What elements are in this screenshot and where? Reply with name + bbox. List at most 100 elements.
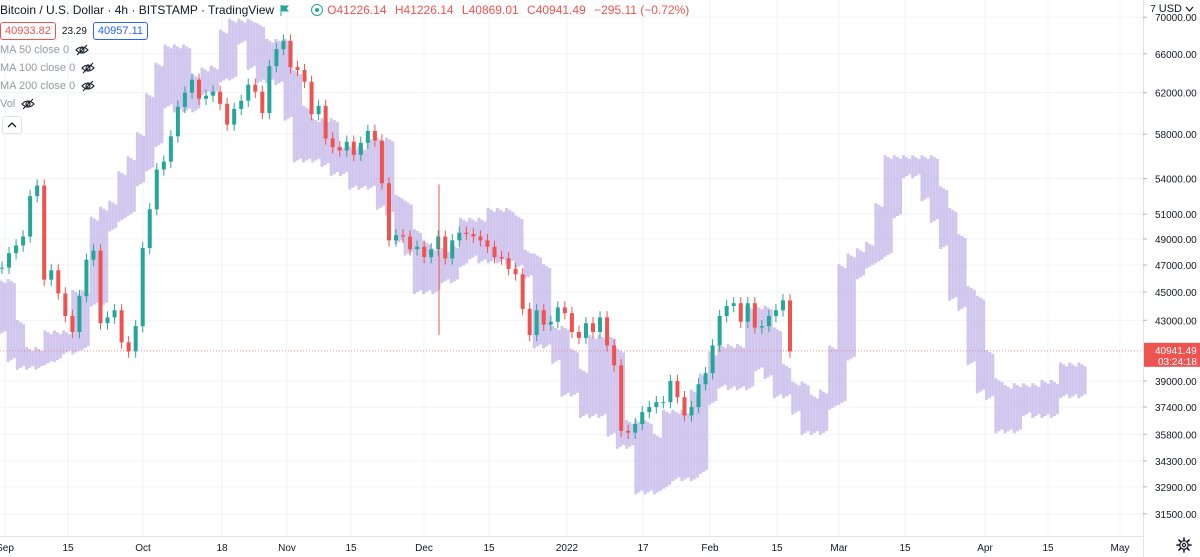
candle-body: [401, 235, 406, 237]
candle-body: [246, 84, 251, 101]
time-tick-label: Dec: [415, 543, 433, 554]
candle-body: [211, 91, 216, 96]
price-tick-label: 43000.00: [1155, 316, 1197, 327]
last-price-label: 40941.49: [1155, 346, 1197, 357]
time-tick-label: 18: [216, 543, 228, 554]
candle-body: [372, 130, 377, 141]
price-tick-label: 37400.00: [1155, 403, 1197, 414]
ohlc-change: −295.11 (−0.72%): [594, 3, 690, 17]
time-tick-label: 15: [345, 543, 357, 554]
candle-body: [773, 310, 778, 316]
time-tick-label: Apr: [977, 543, 993, 554]
candle-body: [731, 303, 736, 307]
flag-icon[interactable]: [280, 4, 290, 16]
indicator-ma100[interactable]: MA 100 close 0: [0, 62, 95, 74]
time-tick-label: 17: [637, 543, 649, 554]
candle-body: [35, 185, 40, 197]
candle-body: [28, 196, 33, 237]
candle-body: [140, 248, 145, 327]
candle-body: [379, 140, 384, 184]
candle-body: [197, 79, 201, 99]
candle-body: [365, 130, 370, 143]
candle-body: [175, 106, 180, 137]
candle-body: [295, 67, 300, 71]
candle-body: [84, 259, 89, 297]
candle-body: [555, 307, 560, 322]
buy-button[interactable]: 40957.11: [92, 22, 148, 40]
candle-body: [675, 381, 680, 398]
candle-body: [605, 317, 610, 346]
indicator-ma50[interactable]: MA 50 close 0: [0, 44, 89, 56]
price-tick-label: 34300.00: [1155, 457, 1197, 468]
spread-value: 23.29: [61, 25, 87, 37]
eye-hidden-icon[interactable]: [81, 80, 95, 92]
candle-body: [710, 345, 715, 374]
candle-body: [633, 423, 638, 433]
candle-body: [485, 240, 490, 247]
candle-body: [168, 136, 173, 162]
symbol-title[interactable]: Bitcoin / U.S. Dollar · 4h · BITSTAMP · …: [0, 3, 275, 17]
candle-body: [309, 81, 314, 115]
candle-body: [499, 257, 504, 259]
price-tick-label: 32900.00: [1155, 483, 1197, 494]
settings-gear-icon[interactable]: [1176, 537, 1192, 553]
eye-hidden-icon[interactable]: [81, 62, 95, 74]
candle-body: [14, 245, 19, 254]
candle-body: [21, 236, 26, 246]
time-tick-label: Nov: [278, 543, 296, 554]
eye-hidden-icon[interactable]: [75, 44, 89, 56]
indicator-volume[interactable]: Vol: [0, 98, 36, 110]
candle-body: [119, 310, 124, 343]
candle-body: [640, 412, 645, 424]
candle-body: [182, 92, 187, 107]
price-tick-label: 51000.00: [1155, 210, 1197, 221]
ohlc-high: H41226.14: [394, 3, 454, 17]
chevron-down-icon: [1185, 6, 1194, 12]
candle-body: [450, 240, 455, 259]
candle-body: [91, 250, 96, 260]
candle-body: [506, 258, 511, 269]
candle-body: [63, 293, 68, 316]
candle-body: [344, 141, 349, 151]
candle-body: [457, 232, 462, 241]
candle-body: [745, 303, 750, 322]
candle-body: [759, 326, 764, 328]
grid: [0, 0, 1143, 536]
price-tick-label: 66000.00: [1155, 50, 1197, 61]
time-tick-label: Mar: [830, 543, 848, 554]
collapse-legend-button[interactable]: [2, 116, 22, 134]
candle-body: [105, 317, 110, 324]
last-price-box: [1144, 342, 1200, 367]
candle-body: [386, 183, 391, 241]
candle-body: [654, 402, 659, 408]
candle-body: [408, 236, 413, 250]
candle-body: [189, 79, 194, 93]
sell-button[interactable]: 40933.82: [0, 22, 56, 40]
candle-body: [429, 249, 434, 258]
candle-body: [696, 384, 701, 408]
candle-body: [323, 105, 328, 139]
candle-body: [478, 236, 483, 241]
candle-body: [513, 268, 518, 275]
candle-body: [126, 342, 131, 352]
price-tick-label: 35800.00: [1155, 430, 1197, 441]
candle-body: [612, 345, 617, 366]
candle-body: [394, 235, 398, 241]
candle-body: [591, 323, 595, 332]
price-scale[interactable]: 70000.00 66000.00 62000.00 58000.00 54000.00…: [1143, 13, 1197, 521]
symbol-header: Bitcoin / U.S. Dollar · 4h · BITSTAMP · …: [0, 3, 694, 17]
candle-body: [788, 300, 792, 352]
time-scale[interactable]: Sep 15 Oct 18 Nov 15 Dec 15 2022 17 Feb 15 Mar 15 Apr 1…: [0, 543, 1129, 554]
candle-body: [42, 185, 47, 280]
currency-selector[interactable]: 7 USD: [1150, 3, 1194, 15]
price-tick-label: 58000.00: [1155, 130, 1197, 141]
candle-body: [541, 310, 546, 325]
price-tick-label: 39000.00: [1155, 377, 1197, 388]
candle-body: [464, 232, 469, 234]
ohlc-low: L40869.01: [461, 3, 519, 17]
candle-body: [668, 381, 673, 403]
eye-hidden-icon[interactable]: [21, 98, 36, 110]
candle-body: [330, 138, 335, 148]
indicator-ma200[interactable]: MA 200 close 0: [0, 80, 95, 92]
